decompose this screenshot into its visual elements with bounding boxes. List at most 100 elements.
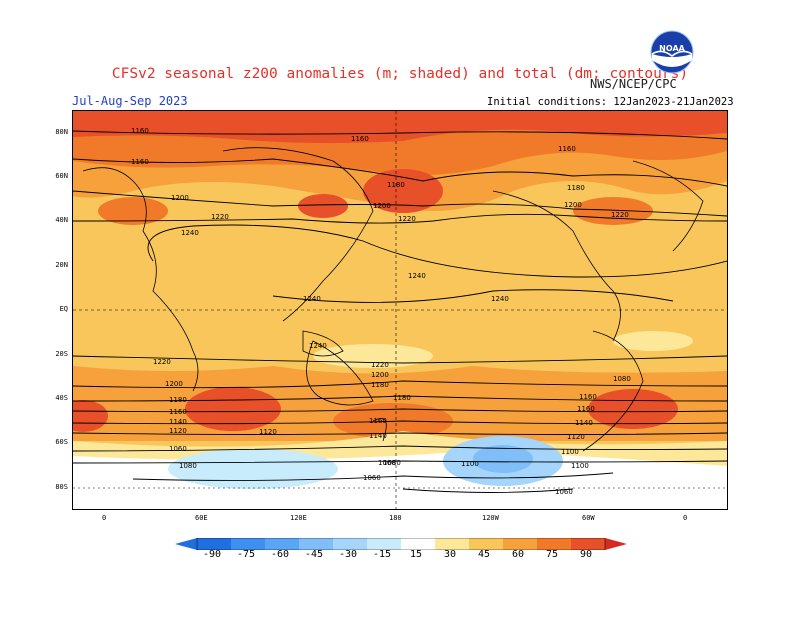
colorbar-label: -15 [372,549,392,560]
colorbar-label: 15 [409,549,423,560]
colorbar-label: -60 [270,549,290,560]
colorbar-swatch [299,538,333,550]
contour-label: 1240 [491,295,509,303]
contour-label: 1160 [577,405,595,413]
lon-label: 0 [102,514,107,522]
colorbar-swatch [537,538,571,550]
contour-label: 1140 [169,418,187,426]
map-title: CFSv2 seasonal z200 anomalies (m; shaded… [111,66,689,82]
contour-label: 1080 [613,375,631,383]
map-svg: 1160 1160 1160 1160 1180 1180 1200 1200 … [73,111,727,509]
contour-label: 1220 [398,215,416,223]
colorbar-swatch [265,538,299,550]
colorbar-label: -75 [236,549,256,560]
contour-label: 1080 [179,462,197,470]
contour-label: 1160 [351,135,369,143]
contour-label: 1160 [579,393,597,401]
contour-label: 1240 [309,342,327,350]
colorbar-swatch [503,538,537,550]
contour-label: 1220 [211,213,229,221]
colorbar-arrow-right [605,538,627,550]
contour-label: 1200 [165,380,183,388]
lon-label: 60W [582,514,595,522]
lon-label: 120W [482,514,499,522]
lat-label: 80S [55,483,68,491]
contour-label: 1140 [369,432,387,440]
contour-label: 1160 [558,145,576,153]
contour-label: 1060 [378,459,396,467]
colorbar-swatch [197,538,231,550]
contour-label: 1100 [461,460,479,468]
anomaly-15-southamerica [613,331,693,351]
anomaly-75-westedge [73,400,108,432]
contour-label: 1220 [371,361,389,369]
lat-label: 80N [55,128,68,136]
colorbar-label: 60 [511,549,525,560]
lat-label: 20N [55,261,68,269]
colorbar [175,535,627,551]
anomaly-75-southatlantic [588,389,678,429]
contour-label: 1120 [567,433,585,441]
contour-label: 1180 [371,381,389,389]
lat-label: 40S [55,394,68,402]
contour-label: 1060 [555,488,573,496]
svg-text:NOAA: NOAA [659,44,685,53]
contour-label: 1160 [131,158,149,166]
colorbar-label: -90 [202,549,222,560]
contour-label: 1240 [303,295,321,303]
contour-label: 1220 [611,211,629,219]
lon-label: 60E [195,514,208,522]
contour-label: 1180 [169,396,187,404]
season-label: Jul-Aug-Sep 2023 [72,94,188,108]
contour-label: 1160 [369,417,387,425]
contour-label: 1120 [259,428,277,436]
contour-label: 1200 [171,194,189,202]
contour-label: 1240 [181,229,199,237]
anomaly-75-asia [298,194,348,218]
anomaly-60-atlantic [573,197,653,225]
contour-label: 1200 [373,202,391,210]
anomaly-60-westpacific [98,197,168,225]
anomaly-minus45-pacific [473,445,533,473]
contour-label: 1180 [567,184,585,192]
colorbar-swatch [231,538,265,550]
contour-label: 1120 [169,427,187,435]
lat-label: 20S [55,350,68,358]
colorbar-label: -30 [338,549,358,560]
contour-label: 1160 [131,127,149,135]
contour-label: 1140 [575,419,593,427]
anomaly-minus15-pacific [168,449,338,489]
contour-label: 1060 [169,445,187,453]
contour-label: 1060 [363,474,381,482]
coastlines [82,147,704,452]
anomaly-75-indianocean [185,387,281,431]
contour-label: 1240 [408,272,426,280]
contour-label: 1180 [393,394,411,402]
initial-conditions-label: Initial conditions: 12Jan2023-21Jan2023 [487,96,734,108]
colorbar-swatch [401,538,435,550]
colorbar-label: 90 [579,549,593,560]
colorbar-swatch [367,538,401,550]
lat-label: 40N [55,216,68,224]
colorbar-arrow-left [175,538,197,550]
colorbar-svg [175,537,627,551]
lon-label: 120E [290,514,307,522]
contour-label: 1100 [561,448,579,456]
colorbar-label: 75 [545,549,559,560]
colorbar-label: 30 [443,549,457,560]
colorbar-label: -45 [304,549,324,560]
lon-label: 180 [389,514,402,522]
colorbar-swatch [469,538,503,550]
contour-label: 1080 [383,459,401,467]
lat-label: 60S [55,438,68,446]
contour-label: 1100 [571,462,589,470]
contour-label: 1180 [387,181,405,189]
lat-label: 60N [55,172,68,180]
anomaly-map: 1160 1160 1160 1160 1180 1180 1200 1200 … [72,110,728,510]
contour-label: 1200 [371,371,389,379]
height-contours [73,130,727,493]
contour-label: 1160 [169,408,187,416]
contour-labels: 1160 1160 1160 1160 1180 1180 1200 1200 … [131,127,631,496]
anomaly-75-nwpacific [363,169,443,213]
colorbar-swatch [333,538,367,550]
